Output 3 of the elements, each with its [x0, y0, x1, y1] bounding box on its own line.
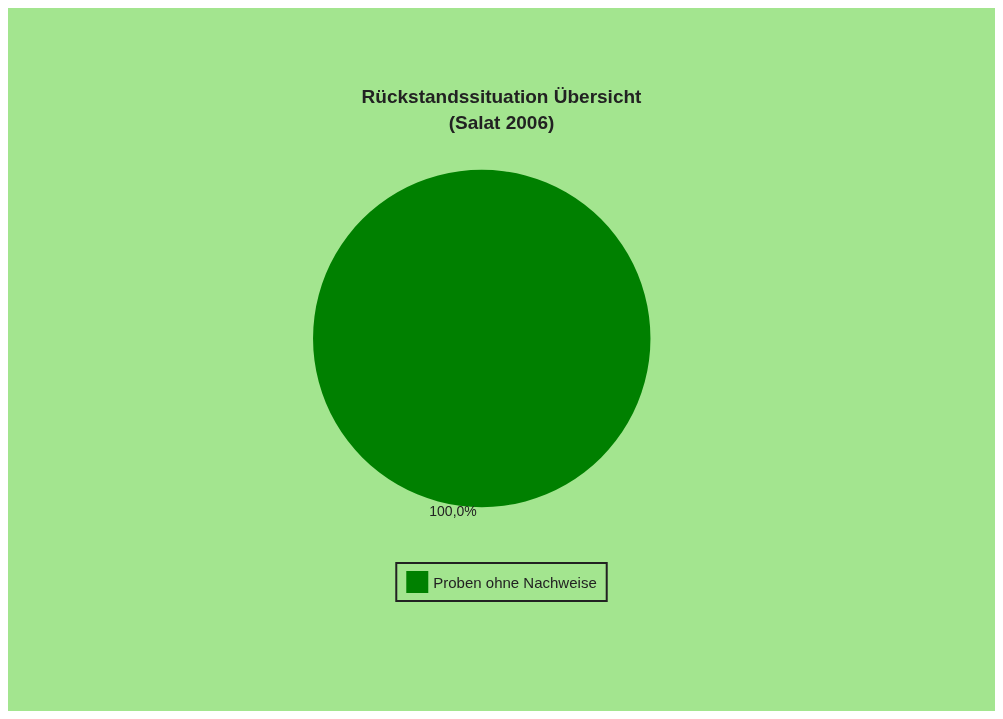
data-label: 100,0% [429, 503, 477, 520]
legend-label: Proben ohne Nachweise [433, 573, 597, 591]
chart-title: Rückstandssituation Übersicht (Salat 2006) [361, 85, 643, 133]
